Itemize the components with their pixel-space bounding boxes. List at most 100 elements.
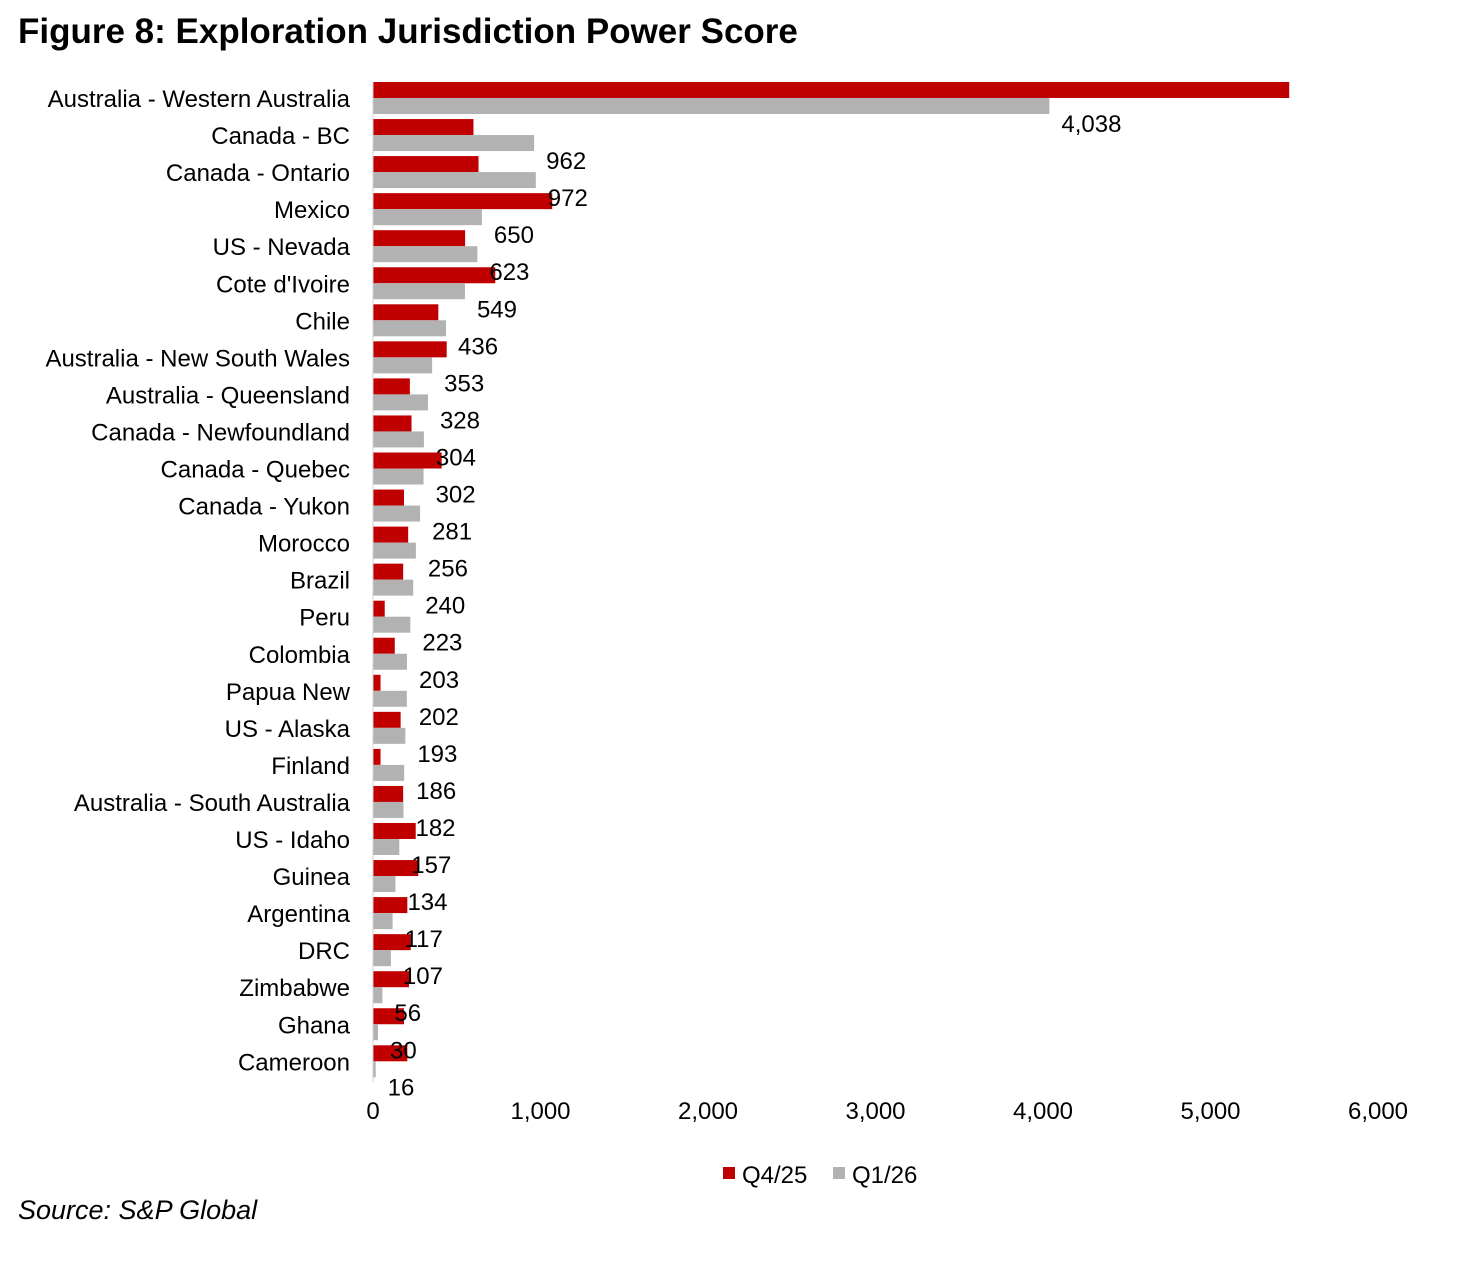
data-label: 328 bbox=[440, 407, 480, 434]
bar-q1-26 bbox=[373, 357, 433, 374]
bar-q1-26 bbox=[373, 394, 428, 411]
data-label: 134 bbox=[407, 889, 447, 916]
data-label: 203 bbox=[419, 667, 459, 694]
bar-q4-25 bbox=[373, 934, 411, 951]
bar-q1-26 bbox=[373, 209, 482, 226]
x-axis-ticks: 0 1,000 2,000 3,000 4,000 5,000 6,000 bbox=[366, 1098, 1408, 1125]
data-label: 202 bbox=[419, 704, 459, 731]
bars bbox=[373, 82, 1290, 1078]
category-label: Canada - Ontario bbox=[166, 160, 350, 187]
bar-q4-25 bbox=[373, 785, 404, 802]
bar-q1-26 bbox=[373, 913, 393, 930]
data-label: 186 bbox=[416, 778, 456, 805]
data-label: 240 bbox=[425, 593, 465, 620]
category-label: Brazil bbox=[290, 568, 350, 595]
bar-q1-26 bbox=[373, 801, 404, 818]
bar-q4-25 bbox=[373, 341, 447, 358]
bar-q4-25 bbox=[373, 897, 408, 914]
bar-q1-26 bbox=[373, 653, 408, 670]
category-label: Australia - Western Australia bbox=[48, 86, 351, 113]
value-labels: 4,038 962 972 650 623 549 436 353 328 304 302 281 25… bbox=[388, 111, 1122, 1101]
source-note: Source: S&P Global bbox=[18, 1195, 258, 1225]
category-label: Chile bbox=[295, 308, 350, 335]
bar-q4-25 bbox=[373, 452, 442, 469]
bar-q1-26 bbox=[373, 431, 424, 448]
data-label: 302 bbox=[436, 482, 476, 509]
bar-q1-26 bbox=[373, 542, 416, 559]
category-label: Canada - Quebec bbox=[161, 457, 350, 484]
category-label: Argentina bbox=[247, 901, 350, 928]
data-label: 281 bbox=[432, 519, 472, 546]
x-tick-label: 6,000 bbox=[1348, 1098, 1408, 1125]
category-label: Mexico bbox=[274, 197, 350, 224]
data-label: 256 bbox=[428, 556, 468, 583]
category-label: Zimbabwe bbox=[239, 975, 350, 1002]
bar-q4-25 bbox=[373, 267, 496, 284]
bar-q1-26 bbox=[373, 690, 407, 707]
x-tick-label: 1,000 bbox=[510, 1098, 570, 1125]
legend-label: Q4/25 bbox=[742, 1162, 807, 1189]
x-tick-label: 0 bbox=[366, 1098, 379, 1125]
legend-swatch bbox=[833, 1167, 845, 1179]
bar-q4-25 bbox=[373, 489, 404, 506]
category-label: Australia - South Australia bbox=[74, 790, 351, 817]
category-label: Peru bbox=[299, 605, 350, 632]
bar-q1-26 bbox=[373, 727, 406, 744]
data-label: 193 bbox=[417, 741, 457, 768]
bar-q1-26 bbox=[373, 283, 465, 300]
category-label: Guinea bbox=[273, 864, 351, 891]
x-tick-label: 2,000 bbox=[678, 1098, 738, 1125]
bar-q4-25 bbox=[373, 304, 439, 321]
x-tick-label: 3,000 bbox=[845, 1098, 905, 1125]
bar-q1-26 bbox=[373, 135, 535, 152]
bar-q1-26 bbox=[373, 246, 478, 263]
bar-q1-26 bbox=[373, 320, 447, 337]
category-label: Canada - Yukon bbox=[178, 494, 350, 521]
bar-q1-26 bbox=[373, 839, 400, 855]
category-label: Papua New bbox=[226, 679, 351, 706]
category-label: Canada - BC bbox=[211, 123, 350, 150]
data-label: 623 bbox=[489, 259, 529, 286]
data-label: 436 bbox=[458, 333, 498, 360]
bar-q4-25 bbox=[373, 971, 410, 988]
category-labels: Australia - Western Australia Canada - BC… bbox=[45, 86, 350, 1076]
legend-swatch bbox=[723, 1167, 735, 1179]
data-label: 56 bbox=[394, 1000, 421, 1027]
data-label: 223 bbox=[422, 630, 462, 657]
data-label: 16 bbox=[388, 1074, 415, 1101]
data-label: 962 bbox=[546, 148, 586, 175]
bar-q4-25 bbox=[373, 378, 410, 395]
data-label: 157 bbox=[411, 852, 451, 879]
bar-q1-26 bbox=[373, 950, 391, 967]
category-label: Ghana bbox=[278, 1012, 351, 1039]
data-label: 972 bbox=[548, 185, 588, 212]
legend-label: Q1/26 bbox=[852, 1162, 917, 1189]
bar-q1-26 bbox=[373, 1024, 379, 1041]
bar-q1-26 bbox=[373, 98, 1050, 114]
bar-q4-25 bbox=[373, 193, 553, 210]
bar-q4-25 bbox=[373, 711, 401, 728]
category-label: Colombia bbox=[249, 642, 351, 669]
category-label: Canada - Newfoundland bbox=[91, 419, 350, 446]
x-tick-label: 4,000 bbox=[1013, 1098, 1073, 1125]
bar-q4-25 bbox=[373, 156, 479, 173]
data-label: 304 bbox=[436, 444, 476, 471]
bar-q1-26 bbox=[373, 616, 411, 633]
category-label: Cameroon bbox=[238, 1049, 350, 1076]
category-label: Australia - Queensland bbox=[106, 382, 350, 409]
bar-q1-26 bbox=[373, 987, 383, 1004]
bar-q4-25 bbox=[373, 230, 466, 247]
category-label: US - Idaho bbox=[235, 827, 350, 854]
category-label: Cote d'Ivoire bbox=[216, 271, 350, 298]
category-label: DRC bbox=[298, 938, 350, 965]
bar-q4-25 bbox=[373, 119, 474, 136]
bar-q1-26 bbox=[373, 579, 414, 596]
bar-q4-25 bbox=[373, 823, 416, 839]
bar-q4-25 bbox=[373, 415, 412, 432]
bar-q4-25 bbox=[373, 1008, 404, 1025]
data-label: 650 bbox=[494, 222, 534, 249]
bar-q1-26 bbox=[373, 468, 424, 485]
category-label: US - Nevada bbox=[213, 234, 351, 261]
category-label: Morocco bbox=[258, 531, 350, 558]
bar-q4-25 bbox=[373, 860, 419, 877]
